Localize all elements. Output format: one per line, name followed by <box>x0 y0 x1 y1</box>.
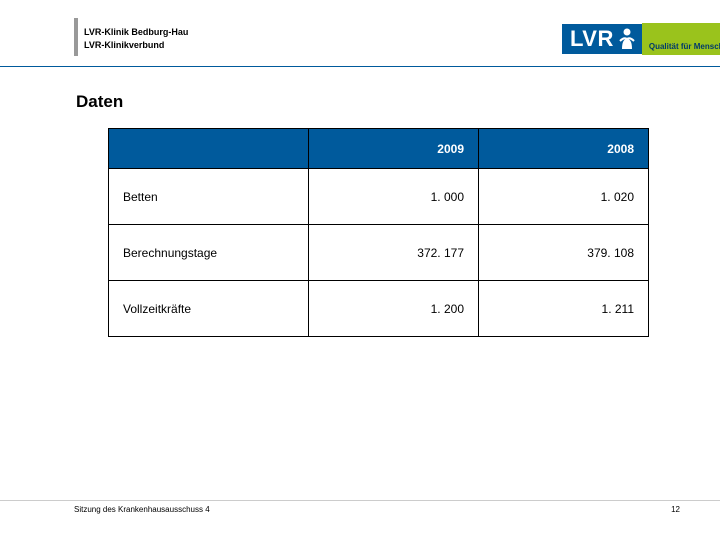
table-header-row: 2009 2008 <box>109 129 649 169</box>
slide-header: LVR-Klinik Bedburg-Hau LVR-Klinikverbund… <box>0 0 720 72</box>
row-value: 1. 000 <box>309 169 479 225</box>
header-line2: LVR-Klinikverbund <box>84 39 188 52</box>
slide-footer: Sitzung des Krankenhausausschuss 4 12 <box>0 500 720 520</box>
table-header-2008: 2008 <box>479 129 649 169</box>
row-value: 1. 020 <box>479 169 649 225</box>
row-value: 1. 211 <box>479 281 649 337</box>
page-number: 12 <box>671 505 680 514</box>
table-header-blank <box>109 129 309 169</box>
row-label: Betten <box>109 169 309 225</box>
header-accent-bar <box>74 18 78 56</box>
footer-text: Sitzung des Krankenhausausschuss 4 <box>74 505 210 514</box>
row-value: 1. 200 <box>309 281 479 337</box>
lvr-logo: LVR Qualität für Menschen <box>562 18 692 60</box>
page-title: Daten <box>76 92 123 112</box>
lvr-logo-text: LVR <box>570 26 614 52</box>
table-header-2009: 2009 <box>309 129 479 169</box>
table-row: Berechnungstage 372. 177 379. 108 <box>109 225 649 281</box>
header-line1: LVR-Klinik Bedburg-Hau <box>84 26 188 39</box>
row-value: 379. 108 <box>479 225 649 281</box>
lvr-logo-tagline: Qualität für Menschen <box>642 23 720 55</box>
person-icon <box>618 27 636 51</box>
row-label: Berechnungstage <box>109 225 309 281</box>
header-org-text: LVR-Klinik Bedburg-Hau LVR-Klinikverbund <box>84 26 188 51</box>
row-value: 372. 177 <box>309 225 479 281</box>
table-row: Betten 1. 000 1. 020 <box>109 169 649 225</box>
lvr-logo-box: LVR <box>562 24 642 54</box>
data-table: 2009 2008 Betten 1. 000 1. 020 Berechnun… <box>108 128 649 337</box>
header-rule <box>0 66 720 67</box>
table-row: Vollzeitkräfte 1. 200 1. 211 <box>109 281 649 337</box>
row-label: Vollzeitkräfte <box>109 281 309 337</box>
